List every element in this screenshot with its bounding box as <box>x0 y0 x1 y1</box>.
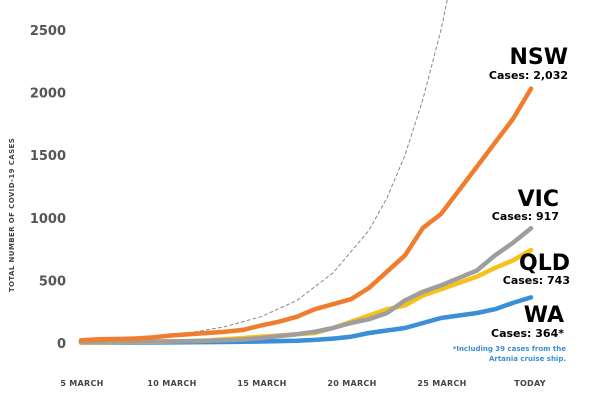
wa-note-line-1: *Including 39 cases from the <box>453 345 567 353</box>
series-cases-qld: Cases: 743 <box>503 274 570 287</box>
x-tick-label: TODAY <box>514 379 546 388</box>
x-tick-label: 10 MARCH <box>147 379 196 388</box>
y-tick-label: 2500 <box>30 24 66 39</box>
series-line-nsw <box>78 86 534 343</box>
y-tick-label: 500 <box>39 274 66 289</box>
series-name-wa: WA <box>524 303 564 328</box>
series-line-vic <box>78 225 534 344</box>
series-cases-nsw: Cases: 2,032 <box>489 69 568 82</box>
x-tick-label: 5 MARCH <box>60 379 103 388</box>
wa-note-line-2: Artania cruise ship. <box>489 355 566 363</box>
series-cases-vic: Cases: 917 <box>492 210 559 223</box>
y-tick-label: 1000 <box>30 212 66 227</box>
plot-area <box>78 0 534 345</box>
x-tick-label: 25 MARCH <box>417 379 466 388</box>
y-axis: 0 500 1000 1500 2000 2500 <box>30 24 66 352</box>
x-axis: 5 MARCH 10 MARCH 15 MARCH 20 MARCH 25 MARCH T… <box>60 379 545 388</box>
series-cases-wa: Cases: 364* <box>491 327 564 340</box>
series-name-nsw: NSW <box>509 45 568 70</box>
y-axis-label: TOTAL NUMBER OF COVID-19 CASES <box>8 138 16 292</box>
y-tick-label: 2000 <box>30 87 66 102</box>
series-name-vic: VIC <box>518 187 559 212</box>
x-tick-label: 20 MARCH <box>327 379 376 388</box>
y-tick-label: 1500 <box>30 149 66 164</box>
y-tick-label: 0 <box>57 337 66 352</box>
x-tick-label: 15 MARCH <box>237 379 286 388</box>
series-name-qld: QLD <box>519 251 570 276</box>
series-line-qld <box>78 247 534 345</box>
series-labels: NSW Cases: 2,032 VIC Cases: 917 QLD Case… <box>453 45 570 363</box>
trend-line-dashed <box>80 0 448 342</box>
